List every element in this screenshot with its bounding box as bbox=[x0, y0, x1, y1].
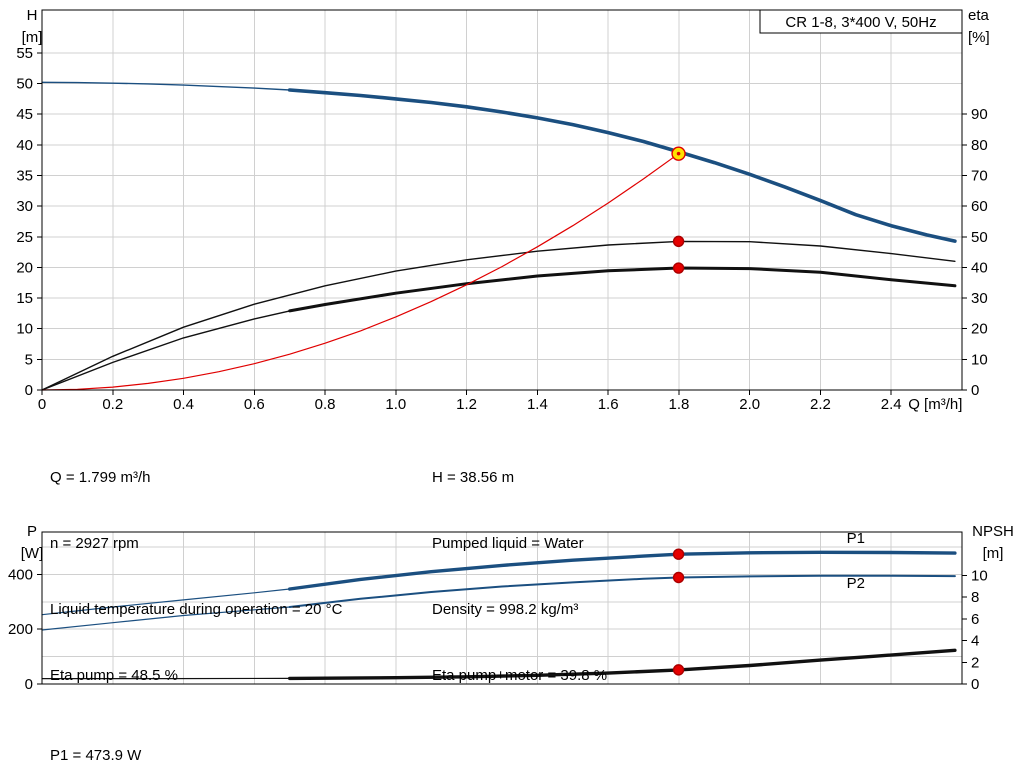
y-right-tick-label: 6 bbox=[971, 611, 979, 628]
x-tick-label: 0 bbox=[38, 396, 46, 413]
y-right-tick-label: 70 bbox=[971, 167, 988, 184]
y-right-tick-label: 0 bbox=[971, 676, 979, 693]
gridlines bbox=[42, 532, 962, 684]
p2-curve-thin bbox=[41, 606, 291, 631]
y-left-tick-label: 35 bbox=[16, 167, 33, 184]
y-right-tick-label: 8 bbox=[971, 589, 979, 606]
axis-ticks bbox=[37, 573, 967, 685]
y-left-tick-label: 0 bbox=[25, 382, 33, 399]
y-right-tick-label: 40 bbox=[971, 259, 988, 276]
axis-tick-labels: 0 5 10 15 20 25 30 35 40 45 50 55 0 10 20 30 40 50 60 70 80 9… bbox=[16, 7, 989, 413]
duty-point-marker-center bbox=[676, 151, 681, 156]
y-right-axis-unit: [m] bbox=[983, 545, 1004, 562]
power-npsh-chart: 0 200 400 0 2 4 6 8 10 P [W] NPSH [m] P1 P2 bbox=[8, 523, 1014, 693]
axis-tick-labels: 0 200 400 0 2 4 6 8 10 P [W] NPSH [m] bbox=[8, 523, 1014, 693]
x-tick-label: 0.2 bbox=[102, 396, 123, 413]
y-right-tick-label: 80 bbox=[971, 137, 988, 154]
info-line-head: H = 38.56 m bbox=[432, 469, 515, 486]
p1-curve-thin bbox=[41, 588, 291, 616]
x-tick-label: 2.0 bbox=[739, 396, 760, 413]
y-left-tick-label: 15 bbox=[16, 290, 33, 307]
y-left-tick-label: 5 bbox=[25, 351, 33, 368]
x-tick-label: 0.6 bbox=[244, 396, 265, 413]
x-axis-title: Q [m³/h] bbox=[908, 396, 962, 413]
y-left-tick-label: 45 bbox=[16, 106, 33, 123]
info-line-liquid: Pumped liquid = Water bbox=[432, 535, 584, 552]
npsh-curve bbox=[288, 648, 957, 681]
x-tick-label: 0.4 bbox=[173, 396, 194, 413]
curve-label-P1: P1 bbox=[847, 530, 865, 547]
y-right-tick-label: 4 bbox=[971, 633, 979, 650]
plot-frame bbox=[41, 9, 963, 391]
y-right-tick-label: 60 bbox=[971, 198, 988, 215]
y-left-tick-label: 20 bbox=[16, 259, 33, 276]
info-line-speed: n = 2927 rpm bbox=[50, 535, 139, 552]
info-line-temperature: Liquid temperature during operation = 20… bbox=[50, 601, 343, 618]
y-right-tick-label: 2 bbox=[971, 654, 979, 671]
y-left-tick-label: 400 bbox=[8, 566, 33, 583]
title-box bbox=[759, 9, 963, 34]
eta-pump-motor-marker bbox=[672, 262, 685, 274]
y-left-tick-label: 40 bbox=[16, 137, 33, 154]
y-left-tick-label: 55 bbox=[16, 45, 33, 62]
info-line-eta-pump: Eta pump = 48.5 % bbox=[50, 667, 178, 684]
y-left-tick-label: 200 bbox=[8, 621, 33, 638]
eta-pump-curve bbox=[41, 240, 956, 391]
system-curve bbox=[41, 153, 680, 391]
x-tick-label: 1.6 bbox=[598, 396, 619, 413]
y-right-tick-label: 10 bbox=[971, 351, 988, 368]
eta-pump-motor-curve bbox=[288, 266, 957, 313]
qh-curve-thin bbox=[41, 81, 291, 91]
y-left-tick-label: 30 bbox=[16, 198, 33, 215]
y-left-axis-unit: [m] bbox=[22, 29, 43, 46]
qh-eta-chart: 0 5 10 15 20 25 30 35 40 45 50 55 0 10 20 30 40 50 60 70 80 9… bbox=[16, 7, 989, 413]
y-left-axis-title: H bbox=[27, 7, 38, 24]
gridlines bbox=[42, 10, 962, 390]
y-left-axis-title: P bbox=[27, 523, 37, 540]
y-right-tick-label: 0 bbox=[971, 382, 979, 399]
y-right-tick-label: 20 bbox=[971, 321, 988, 338]
duty-info-right: H = 38.56 m Pumped liquid = Water Densit… bbox=[432, 423, 607, 731]
x-tick-label: 1.8 bbox=[668, 396, 689, 413]
result-line-p1: P1 = 473.9 W bbox=[50, 747, 142, 764]
info-line-density: Density = 998.2 kg/m³ bbox=[432, 601, 579, 618]
plot-frame bbox=[41, 531, 963, 685]
y-left-tick-label: 0 bbox=[25, 676, 33, 693]
x-tick-label: 2.4 bbox=[881, 396, 902, 413]
p1-marker bbox=[672, 548, 685, 560]
y-right-axis-title: eta bbox=[968, 7, 990, 24]
curve-label-P2: P2 bbox=[847, 575, 865, 592]
y-right-axis-title: NPSH bbox=[972, 523, 1014, 540]
axis-ticks bbox=[37, 52, 967, 395]
x-tick-label: 2.2 bbox=[810, 396, 831, 413]
y-right-tick-label: 90 bbox=[971, 106, 988, 123]
title-box-label: CR 1-8, 3*400 V, 50Hz bbox=[785, 14, 936, 31]
duty-info-left: Q = 1.799 m³/h n = 2927 rpm Liquid tempe… bbox=[50, 423, 342, 731]
curve-series bbox=[41, 81, 957, 391]
curve-series bbox=[41, 550, 957, 681]
info-line-eta-total: Eta pump+motor = 39.8 % bbox=[432, 667, 608, 684]
x-tick-label: 1.0 bbox=[385, 396, 406, 413]
eta-pump-marker bbox=[672, 235, 685, 248]
p1-curve bbox=[288, 550, 957, 591]
y-right-axis-unit: [%] bbox=[968, 29, 990, 46]
x-tick-label: 1.2 bbox=[456, 396, 477, 413]
p2-curve bbox=[288, 574, 956, 608]
npsh-marker bbox=[672, 664, 685, 676]
info-line-q: Q = 1.799 m³/h bbox=[50, 469, 151, 486]
y-right-tick-label: 50 bbox=[971, 229, 988, 246]
qh-curve bbox=[287, 88, 957, 243]
x-tick-label: 1.4 bbox=[527, 396, 548, 413]
y-right-tick-label: 10 bbox=[971, 567, 988, 584]
y-left-tick-label: 50 bbox=[16, 76, 33, 93]
y-left-tick-label: 10 bbox=[16, 321, 33, 338]
x-tick-label: 0.8 bbox=[315, 396, 336, 413]
y-left-tick-label: 25 bbox=[16, 229, 33, 246]
y-right-tick-label: 30 bbox=[971, 290, 988, 307]
eta-pump-motor-curve-thin bbox=[41, 310, 291, 391]
y-left-axis-unit: [W] bbox=[21, 545, 44, 562]
results-block: P1 = 473.9 W P2 = 388.9 W NPSH = 1.3 m bbox=[50, 701, 146, 781]
p2-marker bbox=[672, 571, 685, 584]
